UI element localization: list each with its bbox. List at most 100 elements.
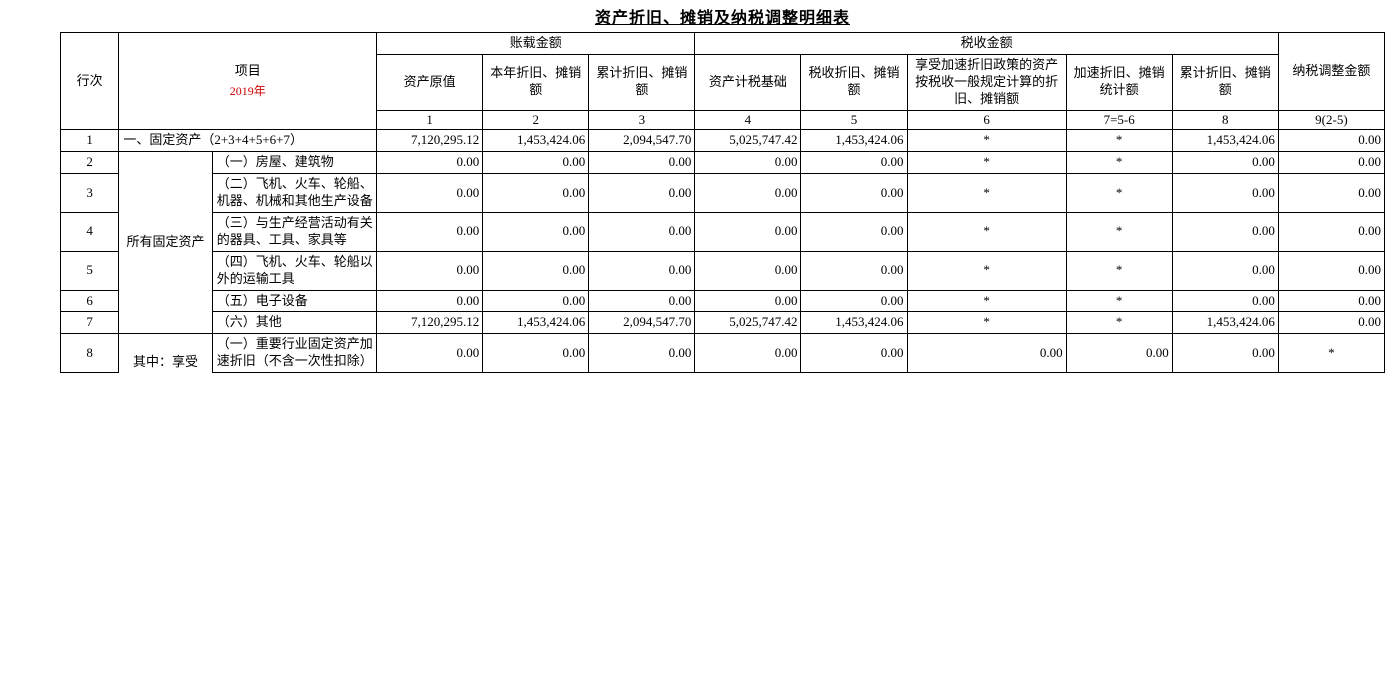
value-cell: 0.00 — [695, 152, 801, 174]
value-cell: * — [907, 251, 1066, 290]
value-cell: 0.00 — [801, 213, 907, 252]
value-cell: * — [907, 174, 1066, 213]
item-cell: （五）电子设备 — [212, 290, 376, 312]
value-cell: 0.00 — [377, 334, 483, 373]
header-col8: 累计折旧、摊销额 — [1172, 54, 1278, 110]
colnum-9: 9(2-5) — [1278, 110, 1384, 130]
item-cell: （二）飞机、火车、轮船、机器、机械和其他生产设备 — [212, 174, 376, 213]
value-cell: 1,453,424.06 — [483, 312, 589, 334]
value-cell: * — [907, 312, 1066, 334]
value-cell: 0.00 — [1172, 290, 1278, 312]
value-cell: 7,120,295.12 — [377, 130, 483, 152]
value-cell: 0.00 — [1172, 251, 1278, 290]
colnum-4: 4 — [695, 110, 801, 130]
item-cell: （六）其他 — [212, 312, 376, 334]
value-cell: 0.00 — [483, 334, 589, 373]
item-cell: 一、固定资产（2+3+4+5+6+7） — [119, 130, 377, 152]
value-cell: 0.00 — [1278, 251, 1384, 290]
row-number: 3 — [61, 174, 119, 213]
table-row: 3（二）飞机、火车、轮船、机器、机械和其他生产设备0.000.000.000.0… — [61, 174, 1385, 213]
value-cell: 0.00 — [695, 174, 801, 213]
value-cell: 0.00 — [377, 174, 483, 213]
value-cell: 0.00 — [1172, 334, 1278, 373]
value-cell: 0.00 — [907, 334, 1066, 373]
row-number: 2 — [61, 152, 119, 174]
value-cell: 0.00 — [1278, 290, 1384, 312]
value-cell: 0.00 — [589, 334, 695, 373]
value-cell: 2,094,547.70 — [589, 130, 695, 152]
header-item: 项目 2019年 — [119, 33, 377, 130]
value-cell: 0.00 — [801, 152, 907, 174]
value-cell: * — [907, 130, 1066, 152]
table-row: 6（五）电子设备0.000.000.000.000.00**0.000.00 — [61, 290, 1385, 312]
value-cell: * — [907, 213, 1066, 252]
value-cell: * — [1066, 130, 1172, 152]
value-cell: 0.00 — [1066, 334, 1172, 373]
header-book-group: 账载金额 — [377, 33, 695, 55]
colnum-3: 3 — [589, 110, 695, 130]
row-number: 5 — [61, 251, 119, 290]
value-cell: 1,453,424.06 — [1172, 130, 1278, 152]
row-number: 4 — [61, 213, 119, 252]
value-cell: 0.00 — [589, 213, 695, 252]
header-col4: 资产计税基础 — [695, 54, 801, 110]
value-cell: 0.00 — [695, 290, 801, 312]
value-cell: 0.00 — [483, 152, 589, 174]
value-cell: 0.00 — [377, 290, 483, 312]
colnum-2: 2 — [483, 110, 589, 130]
value-cell: 0.00 — [801, 174, 907, 213]
header-item-text: 项目 — [235, 63, 261, 78]
group-all-fixed-assets: 所有固定资产 — [119, 152, 212, 334]
header-col9: 纳税调整金额 — [1278, 33, 1384, 111]
value-cell: 0.00 — [1278, 174, 1384, 213]
value-cell: 2,094,547.70 — [589, 312, 695, 334]
row-number: 8 — [61, 334, 119, 373]
value-cell: 1,453,424.06 — [801, 312, 907, 334]
value-cell: 0.00 — [1278, 213, 1384, 252]
item-cell: （一）房屋、建筑物 — [212, 152, 376, 174]
table-body: 1一、固定资产（2+3+4+5+6+7）7,120,295.12 1,453,42… — [61, 130, 1385, 373]
item-cell: （三）与生产经营活动有关的器具、工具、家具等 — [212, 213, 376, 252]
header-col6: 享受加速折旧政策的资产按税收一般规定计算的折旧、摊销额 — [907, 54, 1066, 110]
table-row: 1一、固定资产（2+3+4+5+6+7）7,120,295.12 1,453,42… — [61, 130, 1385, 152]
value-cell: 0.00 — [589, 251, 695, 290]
value-cell: 0.00 — [483, 251, 589, 290]
value-cell: 1,453,424.06 — [801, 130, 907, 152]
table-row: 4（三）与生产经营活动有关的器具、工具、家具等0.000.000.000.000… — [61, 213, 1385, 252]
table-row: 8其中：享受（一）重要行业固定资产加速折旧（不含一次性扣除）0.000.000.… — [61, 334, 1385, 373]
header-col1: 资产原值 — [377, 54, 483, 110]
value-cell: 0.00 — [1278, 312, 1384, 334]
table-row: 2所有固定资产（一）房屋、建筑物0.000.000.000.000.00**0.… — [61, 152, 1385, 174]
value-cell: * — [907, 152, 1066, 174]
year-label: 2019年 — [122, 84, 373, 100]
value-cell: 0.00 — [801, 251, 907, 290]
value-cell: 0.00 — [1172, 213, 1278, 252]
value-cell: * — [1066, 174, 1172, 213]
group-of-which-enjoy: 其中：享受 — [119, 334, 212, 373]
value-cell: * — [1066, 312, 1172, 334]
value-cell: 0.00 — [695, 213, 801, 252]
row-number: 7 — [61, 312, 119, 334]
header-col7: 加速折旧、摊销统计额 — [1066, 54, 1172, 110]
value-cell: 0.00 — [589, 152, 695, 174]
colnum-6: 6 — [907, 110, 1066, 130]
row-number: 1 — [61, 130, 119, 152]
value-cell: * — [1066, 290, 1172, 312]
colnum-7: 7=5-6 — [1066, 110, 1172, 130]
colnum-5: 5 — [801, 110, 907, 130]
value-cell: 0.00 — [801, 334, 907, 373]
value-cell: 0.00 — [377, 152, 483, 174]
value-cell: * — [907, 290, 1066, 312]
value-cell: 0.00 — [1172, 174, 1278, 213]
value-cell: 0.00 — [695, 334, 801, 373]
table-row: 7（六）其他7,120,295.121,453,424.062,094,547.… — [61, 312, 1385, 334]
value-cell: 0.00 — [1278, 130, 1384, 152]
row-number: 6 — [61, 290, 119, 312]
item-cell: （四）飞机、火车、轮船以外的运输工具 — [212, 251, 376, 290]
value-cell: 0.00 — [377, 251, 483, 290]
value-cell: 5,025,747.42 — [695, 312, 801, 334]
value-cell: 0.00 — [483, 290, 589, 312]
item-cell: （一）重要行业固定资产加速折旧（不含一次性扣除） — [212, 334, 376, 373]
value-cell: 0.00 — [483, 174, 589, 213]
value-cell: 0.00 — [695, 251, 801, 290]
